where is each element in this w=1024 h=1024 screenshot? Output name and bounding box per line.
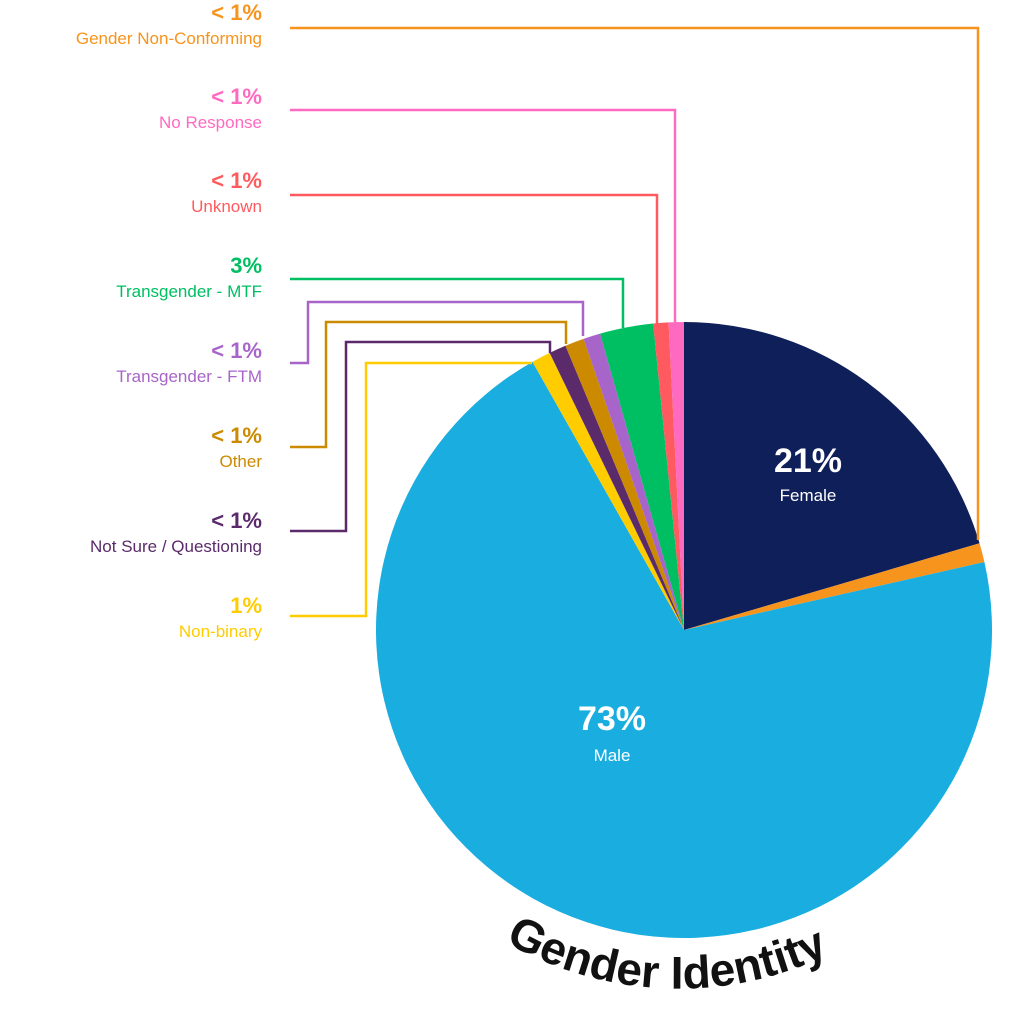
slice-female bbox=[684, 322, 980, 630]
data-label-male-percent: 73% bbox=[578, 700, 646, 738]
leader-line-transgender-ftm bbox=[290, 300, 585, 365]
slice-other bbox=[565, 338, 684, 630]
leader-line-non-binary bbox=[290, 361, 532, 618]
slice-non-binary bbox=[532, 352, 684, 630]
slice-transgender-mtf bbox=[600, 323, 684, 630]
data-label-not-sure-questioning-name: Not Sure / Questioning bbox=[90, 537, 262, 556]
data-label-female-percent: 21% bbox=[774, 442, 842, 480]
slice-not-sure-questioning bbox=[549, 345, 684, 630]
data-label-gender-non-conforming-name: Gender Non-Conforming bbox=[75, 29, 262, 48]
data-label-not-sure-questioning-percent: < 1% bbox=[211, 508, 262, 533]
data-label-transgender-mtf-name: Transgender - MTF bbox=[116, 282, 262, 301]
data-label-female-name: Female bbox=[780, 486, 837, 505]
data-label-transgender-mtf-percent: 3% bbox=[230, 253, 262, 278]
data-label-no-response-name: No Response bbox=[158, 113, 262, 132]
leader-line-unknown bbox=[290, 193, 659, 325]
slice-male bbox=[375, 361, 992, 938]
slice-no-response bbox=[668, 322, 684, 630]
data-label-gender-non-conforming-percent: < 1% bbox=[211, 0, 262, 25]
data-label-transgender-ftm-name: Transgender - FTM bbox=[116, 367, 262, 386]
data-label-non-binary-percent: 1% bbox=[230, 593, 262, 618]
leader-line-no-response bbox=[290, 108, 677, 323]
slice-transgender-ftm bbox=[583, 333, 684, 630]
data-label-unknown-name: Unknown bbox=[191, 197, 262, 216]
data-label-male-name: Male bbox=[594, 746, 631, 765]
leader-line-transgender-mtf bbox=[290, 277, 625, 328]
slice-unknown bbox=[653, 322, 684, 630]
leader-line-other bbox=[290, 320, 568, 449]
slice-gender-non-conforming bbox=[684, 543, 985, 630]
data-label-transgender-ftm-percent: < 1% bbox=[211, 338, 262, 363]
data-label-other-name: Other bbox=[219, 452, 262, 471]
leader-line-gender-non-conforming bbox=[290, 26, 980, 540]
data-label-non-binary-name: Non-binary bbox=[178, 622, 262, 641]
leader-line-not-sure-questioning bbox=[290, 340, 552, 533]
data-label-other-percent: < 1% bbox=[211, 423, 262, 448]
data-label-unknown-percent: < 1% bbox=[211, 168, 262, 193]
data-label-no-response-percent: < 1% bbox=[211, 84, 262, 109]
